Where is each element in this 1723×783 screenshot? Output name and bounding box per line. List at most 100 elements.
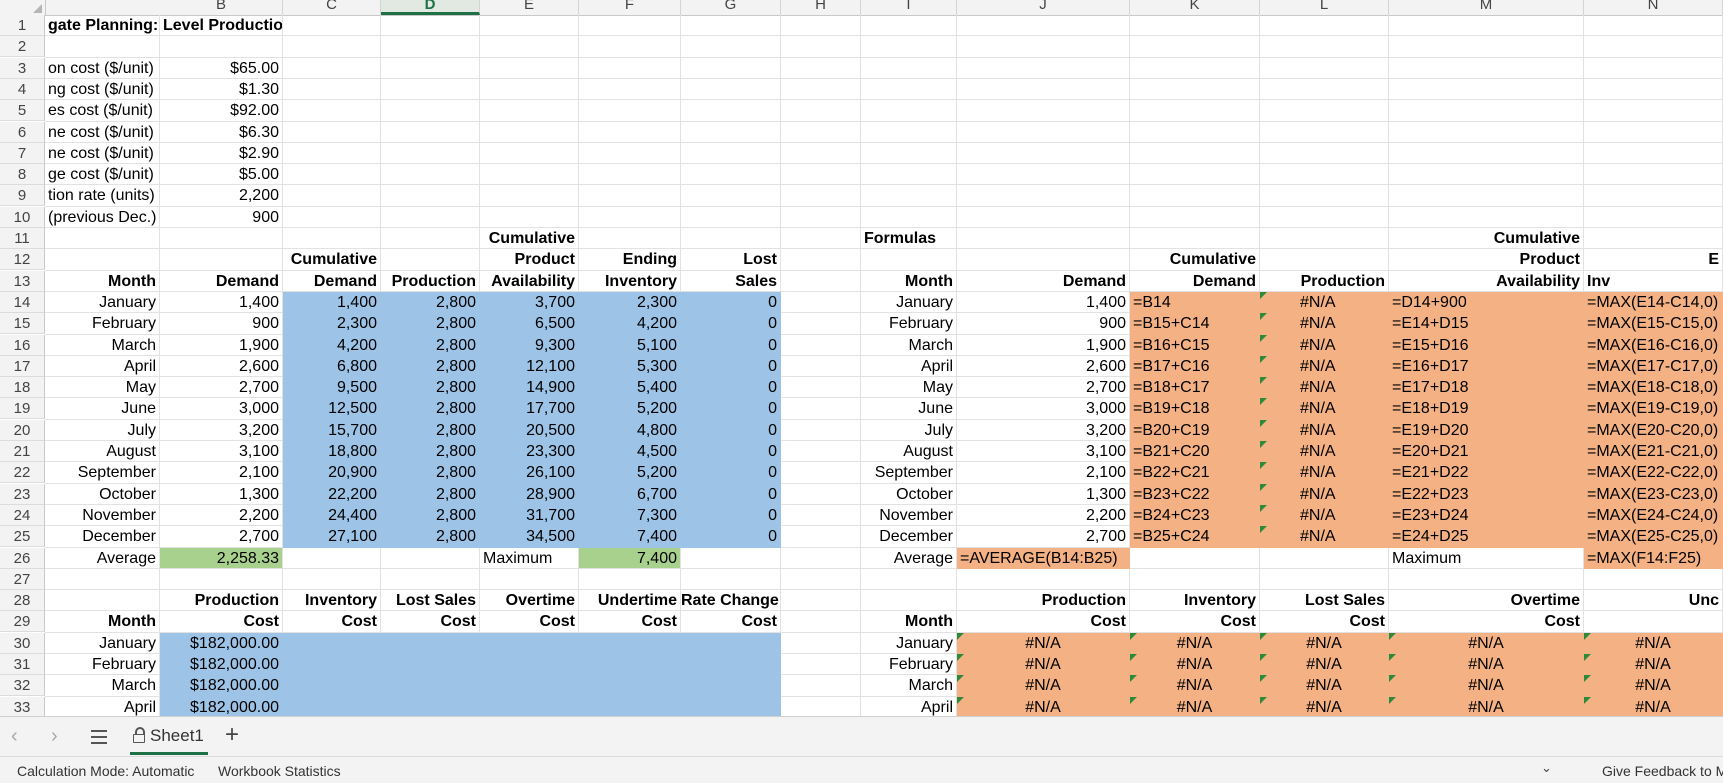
- cell-j25[interactable]: 2,700: [957, 526, 1130, 548]
- add-sheet-button[interactable]: +: [225, 721, 240, 748]
- cell-k6[interactable]: [1130, 122, 1260, 143]
- cell-d16[interactable]: 2,800: [381, 335, 480, 356]
- cell-a17[interactable]: April: [45, 356, 160, 377]
- cell-j29[interactable]: Cost: [957, 611, 1130, 633]
- cell-g18[interactable]: 0: [681, 377, 781, 398]
- cell-j30[interactable]: #N/A: [957, 633, 1130, 654]
- cell-h18[interactable]: [781, 377, 861, 398]
- cell-c12[interactable]: Cumulative: [283, 249, 381, 271]
- row-header-5[interactable]: 5: [0, 100, 45, 121]
- cell-b14[interactable]: 1,400: [160, 292, 283, 313]
- cell-e17[interactable]: 12,100: [480, 356, 579, 377]
- cell-h26[interactable]: [781, 548, 861, 569]
- cell-f17[interactable]: 5,300: [579, 356, 681, 377]
- cell-j16[interactable]: 1,900: [957, 335, 1130, 356]
- cell-b2[interactable]: [160, 36, 283, 58]
- cell-n1[interactable]: [1584, 15, 1723, 36]
- cell-i11[interactable]: Formulas: [861, 228, 957, 249]
- cell-c17[interactable]: 6,800: [283, 356, 381, 377]
- row-header-12[interactable]: 12: [0, 249, 45, 270]
- all-sheets-menu-icon[interactable]: [91, 730, 107, 748]
- row-header-29[interactable]: 29: [0, 611, 45, 632]
- cell-d5[interactable]: [381, 100, 480, 122]
- cell-h11[interactable]: [781, 228, 861, 249]
- cell-h24[interactable]: [781, 505, 861, 526]
- cell-h1[interactable]: [781, 15, 861, 36]
- cell-m4[interactable]: [1389, 79, 1584, 100]
- cell-i23[interactable]: October: [861, 484, 957, 505]
- cell-i22[interactable]: September: [861, 462, 957, 484]
- cell-f12[interactable]: Ending: [579, 249, 681, 271]
- cell-b4[interactable]: $1.30: [160, 79, 283, 100]
- cell-n8[interactable]: [1584, 164, 1723, 185]
- cell-b32[interactable]: $182,000.00: [160, 675, 283, 697]
- row-header-9[interactable]: 9: [0, 185, 45, 206]
- row-header-25[interactable]: 25: [0, 526, 45, 547]
- cell-m23[interactable]: =E22+D23: [1389, 484, 1584, 505]
- cell-d8[interactable]: [381, 164, 480, 185]
- cell-a22[interactable]: September: [45, 462, 160, 484]
- cell-k24[interactable]: =B24+C23: [1130, 505, 1260, 526]
- chevron-down-icon[interactable]: ⌄: [1541, 760, 1552, 775]
- cell-m13[interactable]: Availability: [1389, 271, 1584, 292]
- cell-l2[interactable]: [1260, 36, 1389, 58]
- cell-m22[interactable]: =E21+D22: [1389, 462, 1584, 484]
- cell-b11[interactable]: [160, 228, 283, 249]
- cell-e31[interactable]: [480, 654, 579, 675]
- cell-m7[interactable]: [1389, 143, 1584, 164]
- cell-k23[interactable]: =B23+C22: [1130, 484, 1260, 505]
- cell-g31[interactable]: [681, 654, 781, 675]
- cell-b12[interactable]: [160, 249, 283, 271]
- cell-i33[interactable]: April: [861, 697, 957, 716]
- cell-i13[interactable]: Month: [861, 271, 957, 292]
- column-header-h[interactable]: H: [781, 0, 861, 15]
- cell-b10[interactable]: 900: [160, 207, 283, 228]
- row-header-16[interactable]: 16: [0, 335, 45, 356]
- cell-c2[interactable]: [283, 36, 381, 58]
- cell-c4[interactable]: [283, 79, 381, 100]
- column-header-i[interactable]: I: [861, 0, 957, 15]
- cell-b25[interactable]: 2,700: [160, 526, 283, 548]
- cell-e33[interactable]: [480, 697, 579, 716]
- cell-f7[interactable]: [579, 143, 681, 164]
- cell-i7[interactable]: [861, 143, 957, 164]
- cell-f4[interactable]: [579, 79, 681, 100]
- cell-i5[interactable]: [861, 100, 957, 122]
- cell-e14[interactable]: 3,700: [480, 292, 579, 313]
- cell-l10[interactable]: [1260, 207, 1389, 228]
- cell-j20[interactable]: 3,200: [957, 420, 1130, 441]
- cell-h3[interactable]: [781, 58, 861, 79]
- cell-j11[interactable]: [957, 228, 1130, 249]
- cell-a10[interactable]: (previous Dec.): [45, 207, 160, 228]
- cell-n28[interactable]: Unc: [1584, 590, 1723, 611]
- cell-n29[interactable]: [1584, 611, 1723, 633]
- cell-a18[interactable]: May: [45, 377, 160, 398]
- cell-m25[interactable]: =E24+D25: [1389, 526, 1584, 548]
- cell-d32[interactable]: [381, 675, 480, 697]
- cell-g21[interactable]: 0: [681, 441, 781, 462]
- cell-f28[interactable]: Undertime: [579, 590, 681, 611]
- cell-n25[interactable]: =MAX(E25-C25,0): [1584, 526, 1723, 548]
- cell-f22[interactable]: 5,200: [579, 462, 681, 484]
- cell-f13[interactable]: Inventory: [579, 271, 681, 292]
- cell-e9[interactable]: [480, 185, 579, 207]
- cell-m24[interactable]: =E23+D24: [1389, 505, 1584, 526]
- cell-d14[interactable]: 2,800: [381, 292, 480, 313]
- cell-e18[interactable]: 14,900: [480, 377, 579, 398]
- cell-k29[interactable]: Cost: [1130, 611, 1260, 633]
- column-header-m[interactable]: M: [1389, 0, 1584, 15]
- cell-n3[interactable]: [1584, 58, 1723, 79]
- cell-l24[interactable]: #N/A: [1260, 505, 1389, 526]
- cell-a12[interactable]: [45, 249, 160, 271]
- cell-i31[interactable]: February: [861, 654, 957, 675]
- cell-l3[interactable]: [1260, 58, 1389, 79]
- cell-d31[interactable]: [381, 654, 480, 675]
- cell-j17[interactable]: 2,600: [957, 356, 1130, 377]
- cell-b27[interactable]: [160, 569, 283, 590]
- cell-i24[interactable]: November: [861, 505, 957, 526]
- cell-m1[interactable]: [1389, 15, 1584, 36]
- sheet-tab-sheet1[interactable]: Sheet1: [130, 717, 208, 755]
- cell-n18[interactable]: =MAX(E18-C18,0): [1584, 377, 1723, 398]
- cell-b24[interactable]: 2,200: [160, 505, 283, 526]
